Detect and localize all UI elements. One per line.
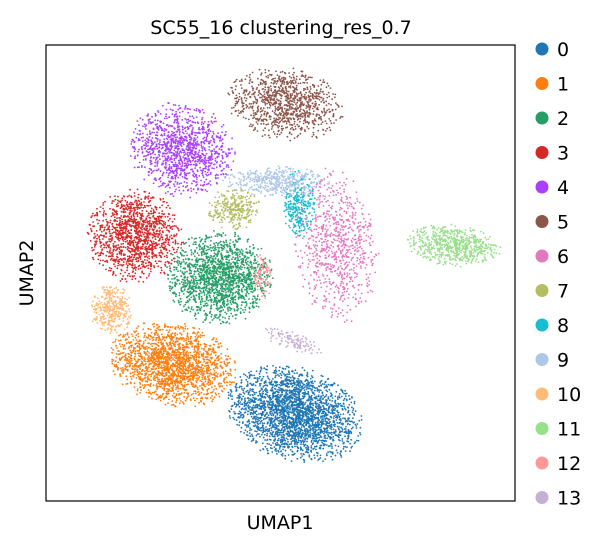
cluster-10-points xyxy=(91,286,132,335)
legend-marker-1 xyxy=(535,77,549,90)
legend-item-12: 12 xyxy=(535,453,581,475)
x-axis-label: UMAP1 xyxy=(247,512,314,534)
cluster-7-points xyxy=(208,188,260,231)
cluster-3-points xyxy=(86,188,185,283)
legend-label-4: 4 xyxy=(557,177,569,199)
plot-frame xyxy=(45,44,516,502)
cluster-9-points xyxy=(222,165,331,198)
legend-label-9: 9 xyxy=(557,350,569,372)
legend-marker-7 xyxy=(535,284,549,297)
legend-item-7: 7 xyxy=(535,281,569,303)
legend-item-13: 13 xyxy=(535,488,581,510)
legend-marker-13 xyxy=(535,491,549,504)
legend-item-10: 10 xyxy=(535,384,581,406)
cluster-0-points xyxy=(227,365,363,463)
legend-marker-10 xyxy=(535,387,549,401)
cluster-12-points xyxy=(250,254,272,300)
legend-item-2: 2 xyxy=(535,108,569,130)
cluster-6-points xyxy=(292,167,380,323)
legend-label-10: 10 xyxy=(557,384,581,406)
legend-item-8: 8 xyxy=(535,315,569,337)
legend-item-3: 3 xyxy=(535,143,569,165)
legend-label-1: 1 xyxy=(557,74,569,96)
legend-marker-12 xyxy=(535,456,549,470)
scatter-points xyxy=(86,67,502,463)
legend-label-7: 7 xyxy=(557,281,569,303)
cluster-13-points xyxy=(264,327,322,355)
legend-item-11: 11 xyxy=(535,419,581,441)
legend-item-9: 9 xyxy=(535,350,569,372)
cluster-8-points xyxy=(283,169,316,238)
legend-marker-5 xyxy=(535,215,549,228)
legend-marker-2 xyxy=(535,111,549,125)
legend-label-11: 11 xyxy=(557,419,581,441)
legend-label-13: 13 xyxy=(557,488,581,510)
legend-marker-8 xyxy=(535,318,549,332)
legend-label-3: 3 xyxy=(557,143,569,165)
legend-item-6: 6 xyxy=(535,246,569,268)
cluster-5-points xyxy=(227,67,344,142)
y-axis-label: UMAP2 xyxy=(16,240,38,307)
legend-marker-3 xyxy=(535,146,549,159)
legend-label-0: 0 xyxy=(557,39,569,61)
legend-label-2: 2 xyxy=(557,108,569,130)
legend-label-6: 6 xyxy=(557,246,569,268)
cluster-11-points xyxy=(406,223,502,268)
legend-marker-6 xyxy=(535,249,549,263)
legend-item-0: 0 xyxy=(535,39,569,61)
legend-label-8: 8 xyxy=(557,315,569,337)
legend-marker-4 xyxy=(535,180,549,194)
legend-label-5: 5 xyxy=(557,212,569,234)
cluster-4-points xyxy=(129,102,237,199)
legend-item-4: 4 xyxy=(535,177,569,199)
legend-marker-0 xyxy=(535,42,549,56)
legend-item-1: 1 xyxy=(535,74,569,96)
legend-marker-11 xyxy=(535,422,549,435)
chart-title: SC55_16 clustering_res_0.7 xyxy=(150,17,411,39)
legend-label-12: 12 xyxy=(557,453,581,475)
legend-marker-9 xyxy=(535,353,549,366)
legend-item-5: 5 xyxy=(535,212,569,234)
cluster-2-points xyxy=(166,230,274,325)
cluster-1-points xyxy=(110,322,237,408)
